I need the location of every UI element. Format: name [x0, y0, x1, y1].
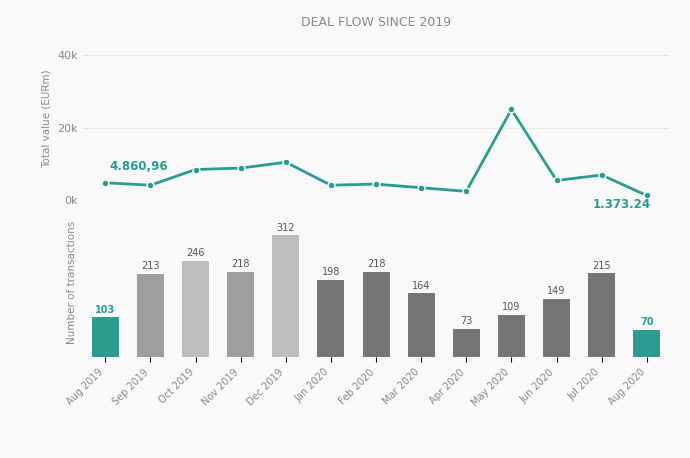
- Text: 218: 218: [231, 259, 250, 269]
- Text: 70: 70: [640, 317, 653, 327]
- Text: 213: 213: [141, 262, 159, 272]
- Bar: [273, 235, 299, 357]
- Text: 109: 109: [502, 302, 520, 312]
- Bar: [498, 315, 525, 357]
- Bar: [633, 330, 660, 357]
- Y-axis label: Number of transactions: Number of transactions: [67, 221, 77, 344]
- Y-axis label: Total value (EURm): Total value (EURm): [42, 69, 52, 168]
- Bar: [92, 317, 119, 357]
- Text: 103: 103: [95, 305, 115, 315]
- Text: 73: 73: [460, 316, 473, 326]
- Bar: [182, 261, 209, 357]
- Text: 4.860,96: 4.860,96: [110, 160, 168, 173]
- Bar: [543, 299, 570, 357]
- Bar: [317, 280, 344, 357]
- Text: 149: 149: [547, 287, 566, 296]
- Text: 198: 198: [322, 267, 340, 277]
- Bar: [588, 273, 615, 357]
- Text: 215: 215: [592, 261, 611, 271]
- Text: 246: 246: [186, 249, 205, 258]
- Text: 218: 218: [367, 259, 385, 269]
- Text: 1.373,24: 1.373,24: [593, 198, 651, 211]
- Bar: [453, 329, 480, 357]
- Title: DEAL FLOW SINCE 2019: DEAL FLOW SINCE 2019: [301, 16, 451, 28]
- Bar: [408, 293, 435, 357]
- Bar: [137, 274, 164, 357]
- Bar: [362, 272, 390, 357]
- Text: 312: 312: [277, 223, 295, 233]
- Text: 164: 164: [412, 281, 431, 291]
- Bar: [227, 272, 254, 357]
